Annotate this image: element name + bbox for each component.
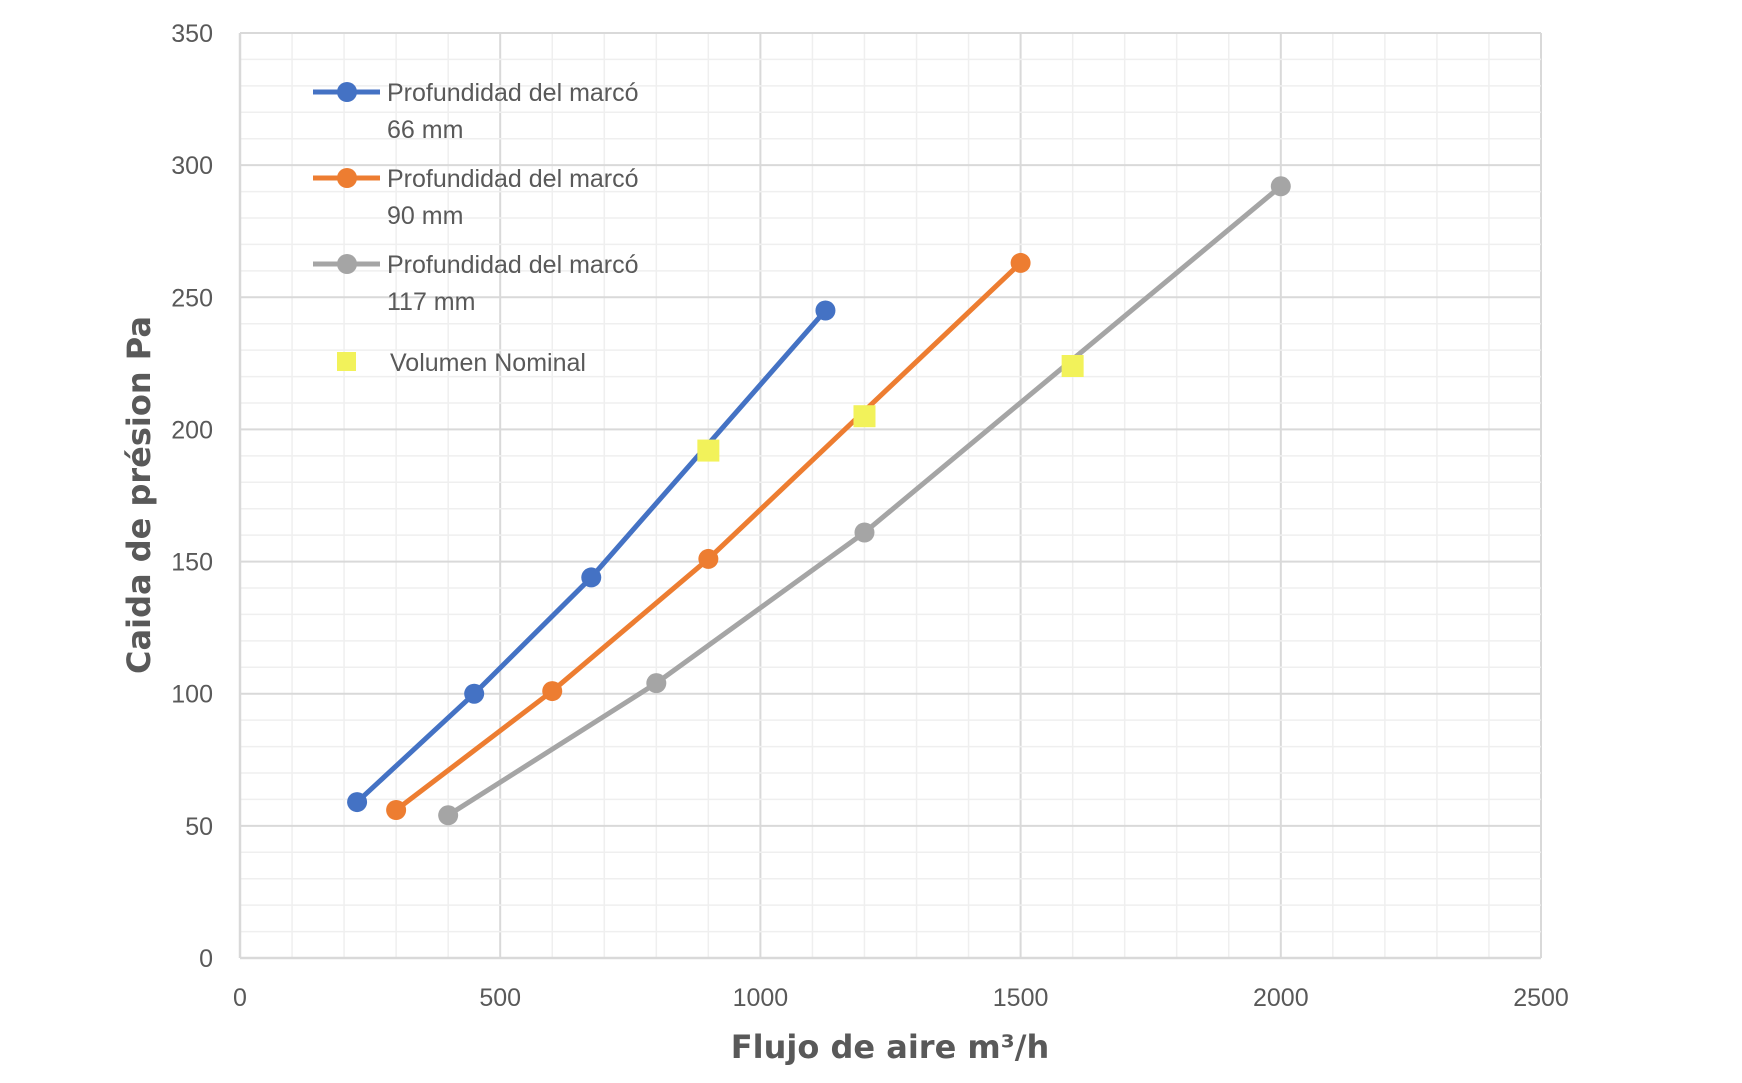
x-tick-label: 0 [233,984,247,1012]
plot-area [240,33,1541,958]
series-layer [347,176,1291,826]
legend-sublabel-3: 117 mm [387,288,475,316]
legend-marker-1 [337,82,357,102]
series-2-point [386,800,407,820]
legend-sublabel-2: 90 mm [387,202,463,230]
y-tick-label: 200 [171,416,213,444]
x-tick-label: 1500 [993,984,1049,1012]
y-axis-title: Caida de présion Pa [120,316,158,674]
series-2-point [698,548,719,569]
x-tick-label: 2500 [1513,984,1569,1012]
legend-label-3: Profundidad del marcó [387,251,639,279]
legend-marker-3 [337,254,357,274]
legend-label-2: Profundidad del marcó [387,165,639,193]
plot-grid [238,32,1542,960]
y-tick-label: 300 [171,152,213,180]
legend-label-1: Profundidad del marcó [387,79,639,107]
series-1-point [347,792,368,813]
y-tick-label: 0 [199,945,213,973]
y-tick-label: 100 [171,681,213,709]
series-1-point [581,567,602,588]
legend-sublabel-1: 66 mm [387,116,463,144]
x-tick-label: 500 [479,984,521,1012]
series-3-point [854,522,875,543]
y-tick-label: 350 [171,20,213,48]
legend: Profundidad del marcó 66 mm Profundidad de… [313,79,639,377]
series-2-point [1010,252,1031,273]
legend-marker-nominal [337,352,356,371]
series-3-point [646,673,667,694]
nominal-volume-marker [697,439,720,462]
legend-label-nominal: Volumen Nominal [390,349,586,377]
series-2-point [542,681,563,702]
series-1-point [815,300,836,321]
nominal-volume-marker [1061,355,1084,377]
x-axis-title: Flujo de aire m³/h [731,1028,1049,1066]
y-tick-label: 50 [185,813,213,841]
x-tick-label: 2000 [1253,984,1309,1012]
nominal-volume-marker [853,405,876,428]
y-tick-label: 150 [171,549,213,577]
x-axis-ticks: 0 500 1000 1500 2000 2500 [233,984,1569,1012]
y-tick-label: 250 [171,284,213,312]
series-3-point [438,805,459,826]
series-1-point [464,683,485,704]
y-axis-ticks: 0 50 100 150 200 250 300 350 [171,20,213,973]
x-tick-label: 1000 [733,984,789,1012]
series-3-point [1270,176,1291,197]
legend-marker-2 [337,168,357,188]
